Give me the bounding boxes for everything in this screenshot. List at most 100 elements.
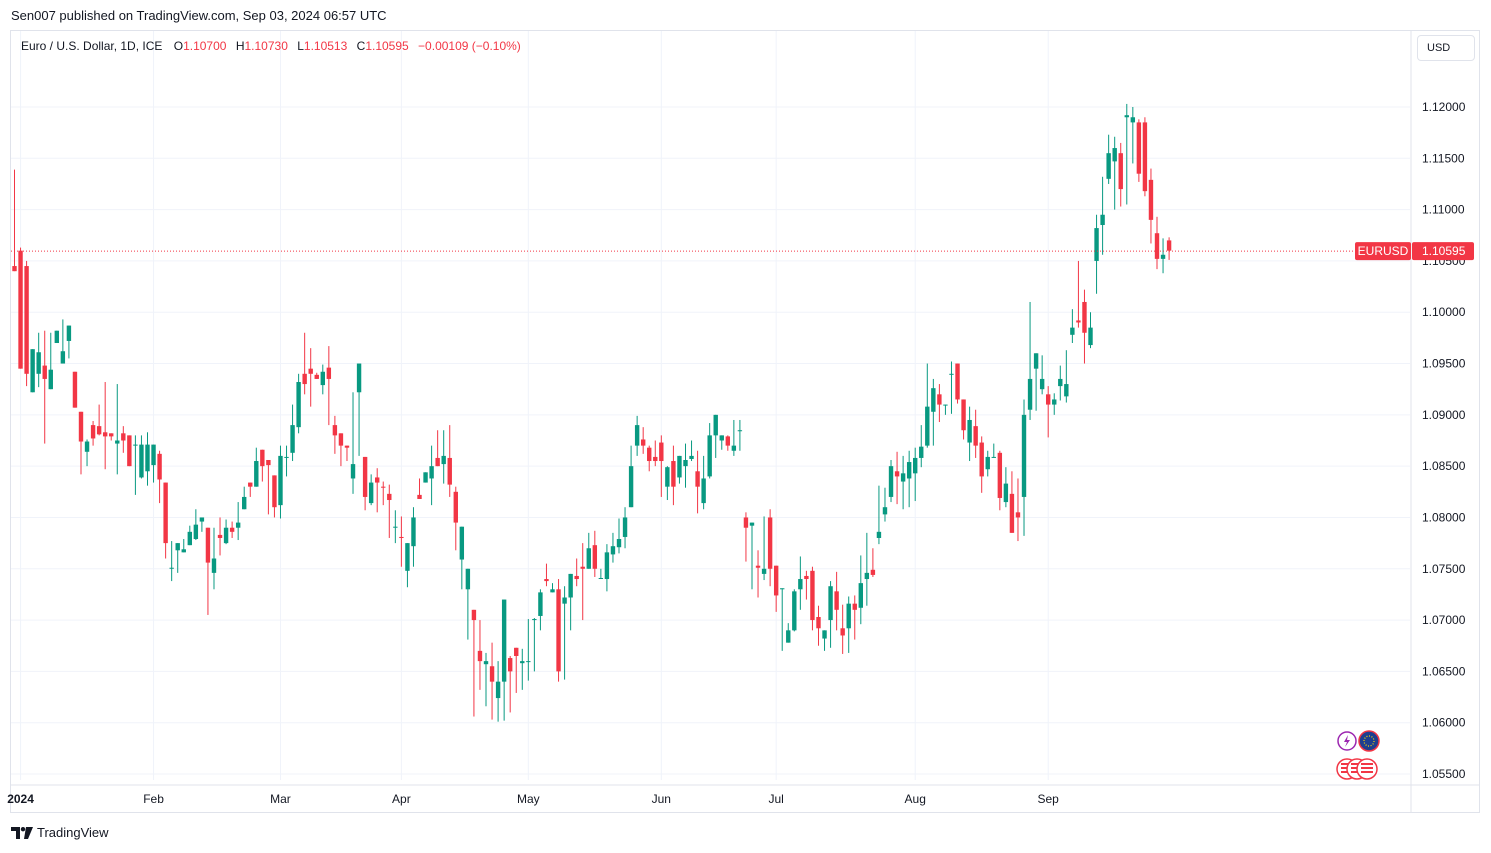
- candle-body-down: [810, 570, 815, 621]
- candle-body-down: [743, 517, 749, 528]
- high-label: H: [235, 39, 245, 53]
- candle-body-up: [368, 482, 374, 504]
- time-axis-label: 2024: [7, 792, 34, 806]
- candle-body-up: [919, 446, 924, 458]
- candle-body-up: [798, 579, 803, 590]
- candle-body-down: [127, 435, 132, 467]
- candle-body-down: [248, 482, 253, 487]
- candle-body-up: [181, 549, 186, 553]
- candle-body-up: [501, 599, 507, 682]
- candle-body-down: [1166, 240, 1172, 251]
- candle-body-down: [804, 575, 809, 580]
- candle-body-up: [538, 592, 543, 616]
- price-axis-label: 1.09500: [1422, 357, 1466, 371]
- candle-body-down: [381, 486, 386, 488]
- candle-body-up: [616, 539, 622, 548]
- candle-body-down: [834, 591, 839, 610]
- candle-body-up: [991, 456, 996, 458]
- candle-body-up: [1027, 378, 1033, 410]
- candle-body-up: [320, 371, 325, 386]
- candle-body-up: [931, 388, 936, 412]
- candle-body-up: [441, 455, 446, 465]
- us-flag-stripe: [1351, 763, 1363, 765]
- candle-body-up: [284, 456, 289, 458]
- candle-body-up: [701, 478, 706, 504]
- last-price-tag: [1412, 242, 1474, 261]
- candle-body-down: [580, 566, 585, 569]
- chart-frame[interactable]: [10, 30, 1480, 813]
- candle-body-down: [24, 266, 29, 374]
- candle-body-up: [985, 456, 990, 470]
- candle-body-down: [109, 433, 114, 437]
- candle-body-up: [199, 517, 205, 522]
- candle-body-up: [1058, 378, 1063, 387]
- candle-body-up: [731, 445, 737, 451]
- low-label: L: [297, 39, 304, 53]
- candle-body-up: [622, 517, 628, 537]
- candle-body-up: [193, 524, 199, 540]
- candle-body-down: [72, 371, 78, 408]
- candle-body-down: [96, 426, 102, 435]
- candle-body-down: [1015, 512, 1021, 518]
- candle-body-up: [828, 586, 833, 621]
- candle-body-down: [937, 394, 942, 405]
- candle-body-down: [647, 447, 652, 462]
- candle-body-up: [526, 661, 531, 663]
- candle-body-down: [157, 453, 162, 480]
- candle-body-down: [387, 493, 392, 501]
- candle-body-up: [707, 435, 712, 477]
- candle-body-up: [151, 444, 156, 466]
- candle-body-up: [48, 369, 53, 390]
- high-value: 1.10730: [244, 39, 288, 53]
- time-axis-label: Sep: [1038, 792, 1060, 806]
- candle-body-down: [229, 527, 235, 532]
- candle-body-up: [906, 462, 912, 479]
- candle-body-down: [870, 569, 876, 575]
- candle-body-up: [882, 507, 888, 515]
- candle-body-up: [749, 522, 755, 526]
- candle-body-up: [133, 444, 138, 446]
- candle-body-down: [695, 471, 700, 487]
- candle-body-up: [665, 467, 670, 487]
- candle-body-up: [846, 603, 851, 629]
- lightning-bolt-icon: [1344, 735, 1350, 747]
- candle-body-down: [979, 442, 984, 477]
- candle-body-up: [145, 444, 150, 472]
- candle-body-up: [1003, 483, 1009, 503]
- candle-body-up: [356, 363, 362, 393]
- candle-body-down: [375, 477, 380, 483]
- candle-body-down: [78, 411, 84, 442]
- candle-body-down: [514, 647, 519, 656]
- candle-body-down: [767, 517, 773, 569]
- candle-body-down: [12, 266, 17, 272]
- candle-body-up: [1033, 353, 1039, 369]
- price-axis-label: 1.08500: [1422, 459, 1466, 473]
- candle-body-up: [598, 578, 604, 580]
- tradingview-logo[interactable]: TradingView: [11, 825, 109, 840]
- candle-body-down: [973, 426, 978, 446]
- candle-body-down: [338, 433, 344, 446]
- candle-body-up: [634, 425, 640, 446]
- candle-body-up: [780, 588, 785, 590]
- candle-body-down: [1082, 301, 1087, 333]
- candle-body-down: [574, 575, 579, 580]
- candle-body-down: [399, 536, 404, 538]
- currency-button[interactable]: USD: [1417, 35, 1475, 61]
- candle-body-down: [840, 628, 845, 636]
- candle-body-down: [205, 527, 211, 563]
- candle-body-down: [272, 475, 277, 508]
- candle-body-up: [290, 425, 295, 453]
- candle-body-up: [719, 435, 724, 441]
- candle-body-down: [1136, 122, 1142, 174]
- candle-body-up: [520, 661, 525, 664]
- candle-body-up: [888, 466, 894, 497]
- candle-body-down: [507, 658, 513, 672]
- candle-body-down: [659, 442, 664, 462]
- candle-body-down: [592, 545, 598, 569]
- candle-body-down: [489, 666, 495, 682]
- candle-body-down: [18, 250, 23, 369]
- candle-body-up: [405, 543, 410, 571]
- open-label: O: [173, 39, 184, 53]
- candle-body-down: [308, 368, 313, 374]
